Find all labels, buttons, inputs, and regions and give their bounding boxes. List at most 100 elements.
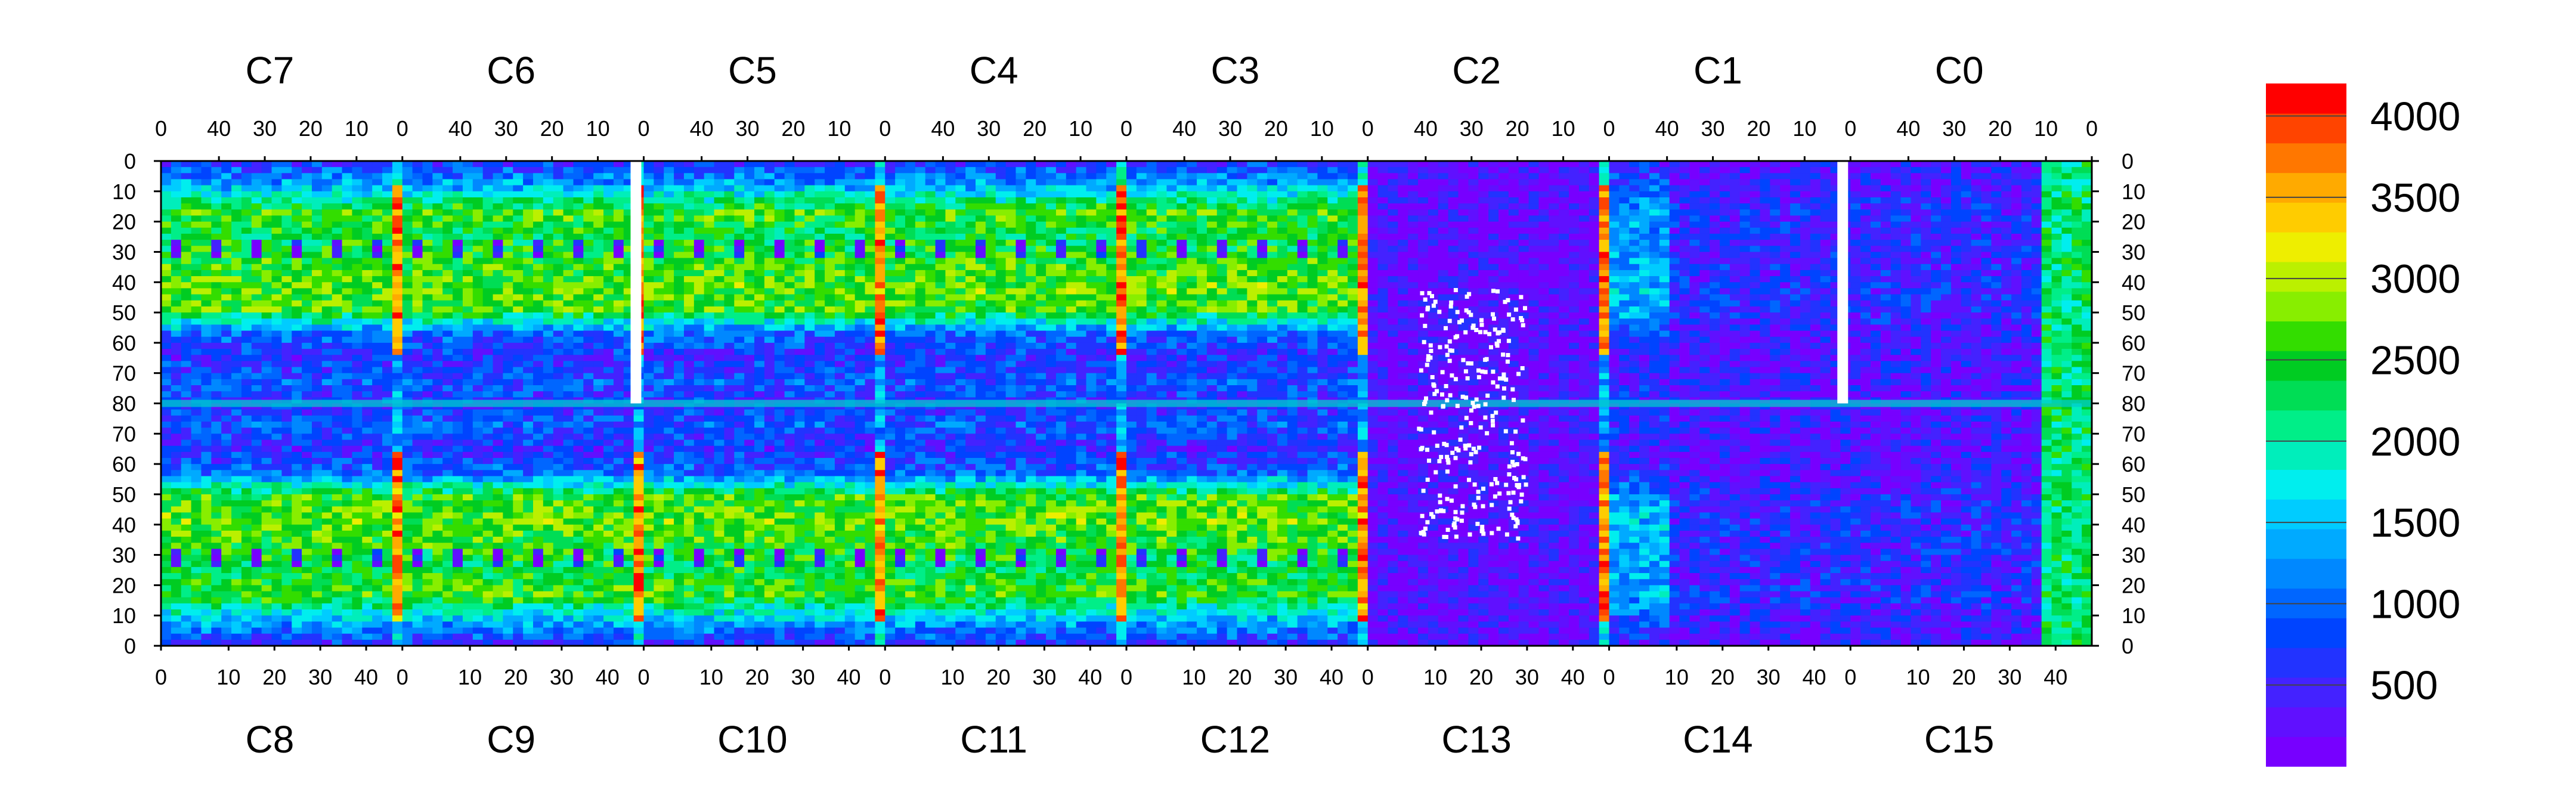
heatmap-cell — [181, 227, 192, 234]
heatmap-cell — [321, 591, 333, 598]
heatmap-cell — [241, 258, 252, 265]
heatmap-cell — [532, 500, 544, 507]
heatmap-cell — [532, 312, 544, 319]
heatmap-cell — [472, 506, 484, 513]
heatmap-cell — [784, 282, 795, 289]
heatmap-cell — [472, 318, 484, 325]
heatmap-cell — [422, 306, 433, 313]
heatmap-cell — [774, 573, 785, 580]
heatmap-cell — [654, 367, 664, 374]
heatmap-cell — [543, 566, 554, 574]
heatmap-cell — [532, 543, 544, 549]
heatmap-cell — [402, 330, 413, 338]
heatmap-cell — [302, 288, 312, 295]
heatmap-cell — [503, 276, 513, 283]
heatmap-cell — [402, 603, 413, 610]
heatmap-cell — [693, 464, 705, 470]
heatmap-cell — [241, 191, 252, 198]
heatmap-cell — [704, 318, 715, 325]
heatmap-cell — [714, 409, 725, 416]
heatmap-cell — [553, 203, 564, 210]
heatmap-cell — [292, 300, 302, 307]
heatmap-cell — [241, 252, 252, 259]
heatmap-cell — [432, 627, 443, 634]
heatmap-cell — [241, 476, 252, 483]
heatmap-cell — [674, 633, 685, 640]
heatmap-cell — [643, 615, 654, 622]
heatmap-cell — [462, 530, 473, 537]
heatmap-cell — [251, 464, 262, 470]
heatmap-cell — [442, 549, 453, 556]
heatmap-cell — [643, 240, 654, 246]
heatmap-cell — [583, 379, 594, 386]
heatmap-cell — [744, 191, 755, 198]
heatmap-cell — [714, 318, 725, 325]
heatmap-cell — [332, 179, 343, 186]
heatmap-cell — [744, 318, 755, 325]
heatmap-cell — [734, 621, 745, 628]
heatmap-cell — [613, 512, 624, 519]
heatmap-cell — [372, 476, 383, 483]
heatmap-cell — [754, 361, 765, 368]
heatmap-cell — [211, 288, 222, 295]
heatmap-cell — [714, 549, 725, 556]
heatmap-cell — [231, 573, 242, 580]
heatmap-cell — [654, 603, 664, 610]
heatmap-cell — [432, 488, 443, 495]
heatmap-cell — [241, 385, 252, 392]
heatmap-cell — [593, 264, 604, 271]
heatmap-cell — [171, 233, 182, 240]
heatmap-cell — [281, 233, 292, 240]
heatmap-cell — [292, 494, 302, 501]
heatmap-cell — [683, 421, 695, 428]
heatmap-cell — [472, 391, 484, 398]
heatmap-cell — [664, 288, 674, 295]
heatmap-cell — [241, 597, 252, 604]
heatmap-cell — [422, 246, 433, 253]
heatmap-cell — [693, 591, 705, 598]
heatmap-cell — [593, 391, 604, 398]
heatmap-cell — [674, 227, 685, 234]
heatmap-cell — [724, 524, 735, 531]
heatmap-cell — [784, 264, 795, 271]
heatmap-cell — [392, 512, 403, 519]
heatmap-cell — [352, 197, 363, 204]
heatmap-cell — [573, 566, 584, 574]
heatmap-cell — [674, 330, 685, 338]
heatmap-cell — [453, 549, 463, 556]
heatmap-cell — [734, 288, 745, 295]
heatmap-cell — [201, 276, 212, 283]
heatmap-cell — [633, 482, 645, 489]
heatmap-cell — [674, 434, 685, 441]
heatmap-cell — [623, 361, 634, 368]
heatmap-cell — [302, 330, 312, 338]
heatmap-cell — [563, 615, 574, 622]
heatmap-cell — [754, 173, 765, 180]
heatmap-cell — [563, 591, 574, 598]
heatmap-cell — [392, 549, 403, 556]
heatmap-cell — [603, 306, 614, 313]
heatmap-cell — [442, 227, 453, 234]
heatmap-cell — [523, 518, 534, 525]
heatmap-cell — [342, 573, 353, 580]
heatmap-cell — [352, 227, 363, 234]
heatmap-cell — [231, 421, 242, 428]
heatmap-cell — [532, 524, 544, 531]
heatmap-cell — [321, 379, 333, 386]
heatmap-cell — [382, 476, 393, 483]
heatmap-cell — [161, 573, 172, 580]
heatmap-cell — [161, 355, 172, 361]
heatmap-cell — [613, 506, 624, 513]
heatmap-cell — [573, 494, 584, 501]
heatmap-cell — [724, 221, 735, 228]
heatmap-cell — [332, 367, 343, 374]
heatmap-cell — [171, 361, 182, 368]
heatmap-cell — [543, 373, 554, 380]
heatmap-cell — [231, 209, 242, 216]
heatmap-cell — [603, 415, 614, 422]
heatmap-cell — [764, 476, 775, 483]
heatmap-cell — [181, 421, 192, 428]
heatmap-cell — [523, 391, 534, 398]
heatmap-cell — [583, 476, 594, 483]
heatmap-cell — [422, 627, 433, 634]
